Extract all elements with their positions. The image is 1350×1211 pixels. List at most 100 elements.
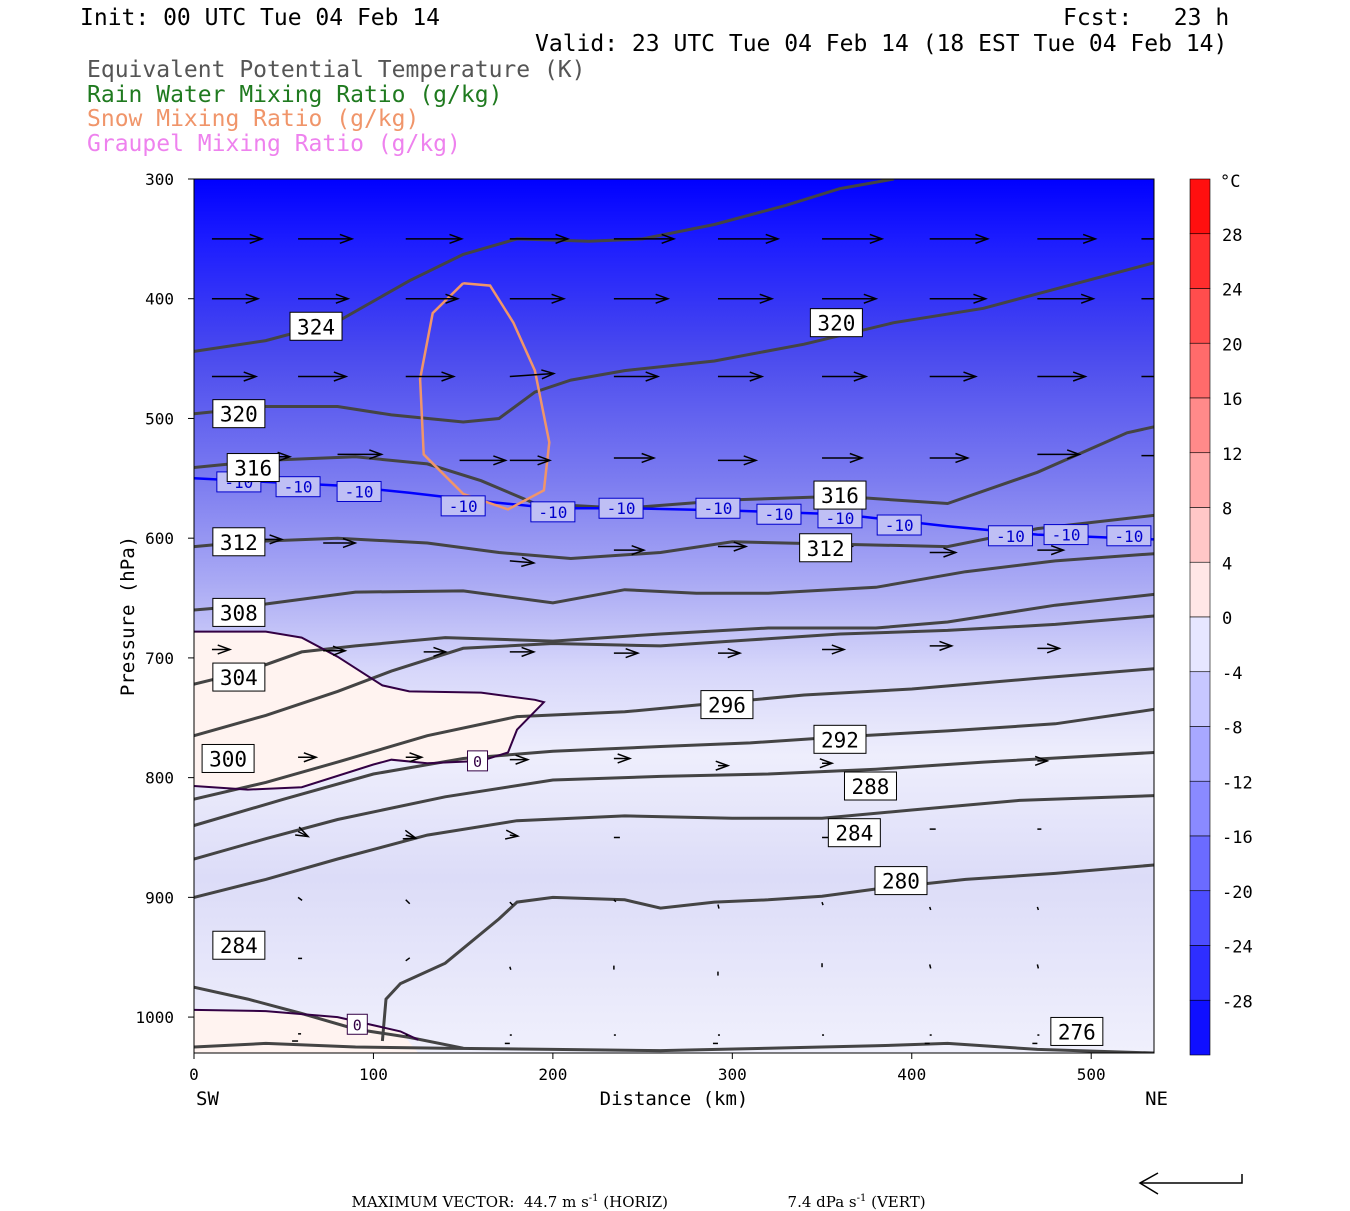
x-axis-label: Distance (km) bbox=[600, 1088, 749, 1110]
wind-vector-head bbox=[759, 293, 775, 304]
wind-vector-head bbox=[765, 233, 781, 245]
wind-vector-head bbox=[975, 233, 990, 245]
max-vector-horiz-exponent: -1 bbox=[588, 1193, 599, 1204]
wind-vector-head bbox=[1046, 643, 1062, 654]
colorbar-segment bbox=[1189, 233, 1211, 289]
y-tick-label: 600 bbox=[145, 529, 174, 548]
wind-vector-head bbox=[249, 233, 265, 245]
wind-vector-head bbox=[853, 371, 869, 382]
freezing-label: 0 bbox=[473, 753, 482, 771]
wind-vector-head bbox=[521, 556, 536, 568]
theta-e-label: 280 bbox=[882, 870, 920, 894]
wind-vector-head bbox=[335, 293, 351, 304]
isotherm-label: -10 bbox=[284, 478, 313, 497]
colorbar-label: -8 bbox=[1222, 719, 1242, 739]
theta-e-label-box bbox=[700, 690, 754, 720]
wind-vector-head bbox=[295, 826, 311, 838]
colorbar-label: -24 bbox=[1222, 938, 1253, 958]
wind-vector-head bbox=[661, 233, 677, 245]
wind-vector-head bbox=[831, 644, 847, 655]
wind-vector bbox=[509, 966, 512, 971]
x-tick-label: 500 bbox=[1077, 1065, 1106, 1084]
theta-e-label-box bbox=[827, 818, 881, 848]
y-tick-label: 500 bbox=[145, 409, 174, 428]
colorbar-segment bbox=[1189, 288, 1211, 344]
theta-e-label-box bbox=[843, 771, 897, 801]
colorbar-label: -12 bbox=[1222, 773, 1253, 793]
wind-vector-head bbox=[521, 646, 537, 658]
colorbar-label: 16 bbox=[1222, 390, 1242, 410]
wind-vector-head bbox=[433, 646, 448, 658]
legend-rain: Rain Water Mixing Ratio (g/kg) bbox=[87, 82, 503, 108]
max-vector-horiz-text: MAXIMUM VECTOR: 44.7 m s bbox=[351, 1193, 589, 1211]
wind-vector-head bbox=[641, 452, 657, 464]
isotherm-label: -10 bbox=[538, 503, 567, 522]
snow-mixing-ratio-contour bbox=[418, 281, 551, 511]
wind-vector-head bbox=[369, 449, 384, 460]
isotherm-label: -10 bbox=[704, 499, 733, 518]
isotherm-label-box bbox=[336, 480, 382, 502]
colorbar-segment bbox=[1189, 726, 1211, 782]
theta-e-label-box bbox=[809, 308, 863, 338]
forecast-hour: Fcst: 23 h bbox=[1063, 5, 1230, 31]
wind-vector-head bbox=[515, 754, 531, 765]
theta-e-isoline bbox=[194, 1041, 1154, 1053]
colorbar-segment bbox=[1189, 342, 1211, 399]
wind-vector-head bbox=[332, 645, 348, 656]
wind-vector-head bbox=[303, 752, 319, 763]
colorbar-segment bbox=[1189, 452, 1211, 508]
colorbar-unit: °C bbox=[1220, 172, 1240, 192]
wind-vector bbox=[509, 560, 534, 564]
isotherm-label-box bbox=[987, 525, 1033, 547]
theta-e-label: 320 bbox=[817, 312, 855, 336]
colorbar-label: 8 bbox=[1222, 500, 1232, 520]
y-tick-label: 1000 bbox=[135, 1008, 174, 1027]
wind-vector-head bbox=[617, 753, 633, 764]
colorbar-segment bbox=[1189, 999, 1211, 1056]
isotherm-label-box bbox=[440, 495, 486, 517]
wind-vector-head bbox=[955, 452, 970, 464]
wind-vector-head bbox=[1066, 449, 1082, 460]
wind-vector-head bbox=[963, 371, 978, 382]
wind-vector-head bbox=[217, 644, 233, 655]
wind-vector-head bbox=[743, 455, 759, 466]
wind-vector-head bbox=[339, 233, 355, 245]
wind-vector-head bbox=[333, 371, 349, 382]
colorbar-label: 20 bbox=[1222, 335, 1242, 355]
colorbar-label: -20 bbox=[1222, 883, 1253, 903]
theta-e-label-box bbox=[813, 724, 867, 754]
x-tick-label: 100 bbox=[359, 1065, 388, 1084]
colorbar-label: 12 bbox=[1222, 445, 1242, 465]
wind-vector-head bbox=[537, 455, 553, 466]
colorbar-label: -16 bbox=[1222, 828, 1253, 848]
theta-e-isoline bbox=[194, 592, 1154, 686]
wind-vector-head bbox=[749, 371, 765, 382]
wind-vector-head bbox=[445, 293, 460, 304]
colorbar-label: 28 bbox=[1222, 226, 1242, 246]
wind-vector-head bbox=[551, 293, 567, 304]
colorbar-label: -28 bbox=[1222, 992, 1253, 1012]
theta-e-label-box bbox=[1050, 1016, 1104, 1046]
wind-vector-head bbox=[849, 452, 865, 464]
wind-vector-head bbox=[1050, 544, 1066, 556]
max-vector-vert: 7.4 dPa s-1 (VERT) bbox=[778, 1175, 926, 1211]
wind-vector-head bbox=[1171, 451, 1183, 460]
wind-vector-head bbox=[1082, 233, 1098, 245]
isotherm-label: -10 bbox=[1114, 527, 1143, 546]
wind-vector-head bbox=[409, 752, 424, 763]
isotherm-label: -10 bbox=[345, 482, 374, 501]
theta-e-isoline bbox=[194, 707, 1154, 827]
colorbar-segment bbox=[1189, 616, 1211, 673]
theta-e-label-box bbox=[212, 597, 266, 627]
wind-vector-head bbox=[504, 829, 520, 840]
max-vector-arrow bbox=[1138, 1172, 1243, 1195]
theta-e-label: 320 bbox=[220, 403, 258, 427]
wind-vector-head bbox=[631, 544, 647, 556]
freezing-line bbox=[194, 1008, 419, 1041]
isotherm-label-box bbox=[695, 497, 741, 519]
wind-vector-head bbox=[869, 233, 885, 245]
colorbar-segment bbox=[1189, 945, 1211, 1001]
isotherm-label: -10 bbox=[765, 505, 794, 524]
theta-e-label-box bbox=[874, 866, 928, 896]
